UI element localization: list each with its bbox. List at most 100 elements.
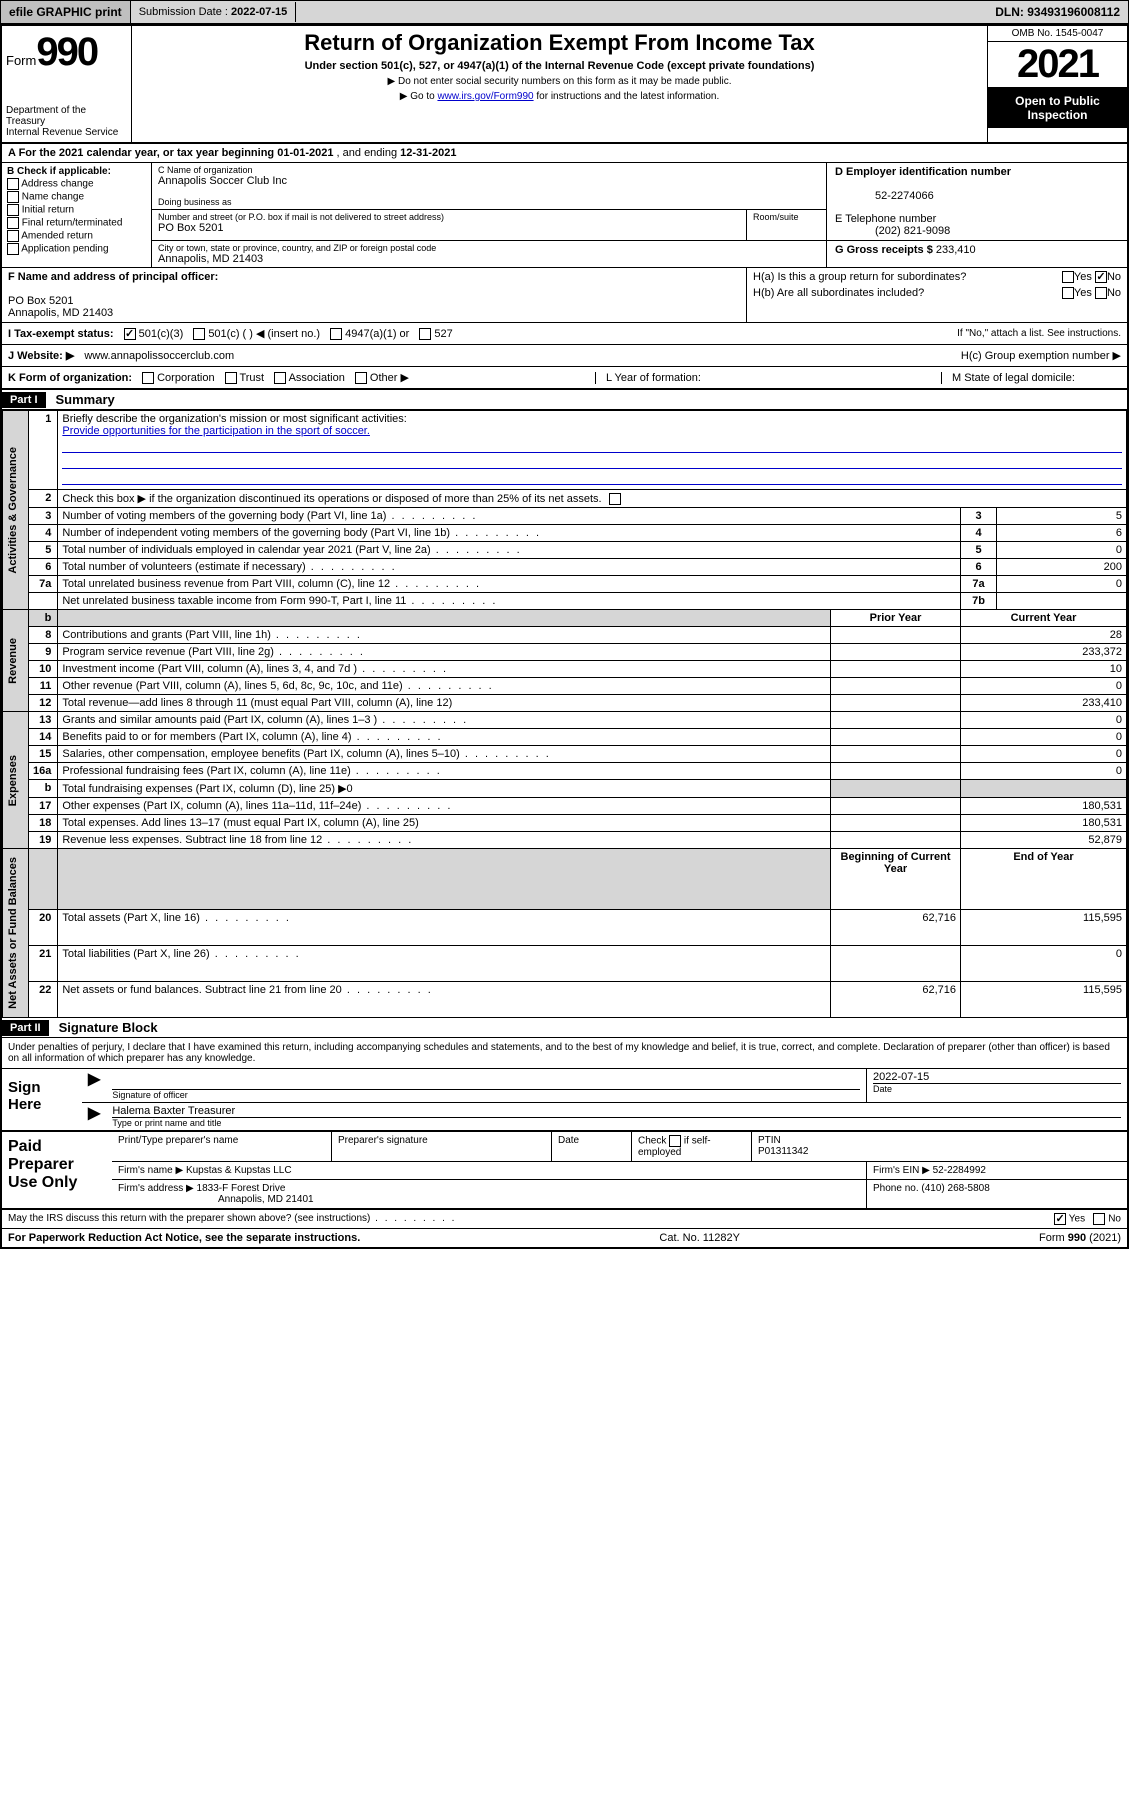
cb-self-employed[interactable] bbox=[669, 1135, 681, 1147]
ha-label: H(a) Is this a group return for subordin… bbox=[753, 271, 966, 283]
paid-preparer-grid: Paid Preparer Use Only Print/Type prepar… bbox=[2, 1132, 1127, 1210]
firm-name: Kupstas & Kupstas LLC bbox=[186, 1165, 292, 1176]
officer-label: F Name and address of principal officer: bbox=[8, 271, 218, 283]
vtab-netassets: Net Assets or Fund Balances bbox=[3, 849, 29, 1018]
form-num: 990 bbox=[36, 30, 97, 74]
form-number: Form990 bbox=[6, 30, 127, 75]
rowa-pre: A For the 2021 calendar year, or tax yea… bbox=[8, 147, 277, 159]
cb-4947[interactable] bbox=[330, 328, 342, 340]
table-row: 6Total number of volunteers (estimate if… bbox=[3, 559, 1127, 576]
mission-text: Provide opportunities for the participat… bbox=[62, 425, 370, 437]
table-row: 10Investment income (Part VIII, column (… bbox=[3, 661, 1127, 678]
cb-corp[interactable] bbox=[142, 372, 154, 384]
table-row: 9Program service revenue (Part VIII, lin… bbox=[3, 644, 1127, 661]
room-label: Room/suite bbox=[753, 212, 820, 222]
cb-501c3[interactable] bbox=[124, 328, 136, 340]
discuss-row: May the IRS discuss this return with the… bbox=[2, 1210, 1127, 1228]
cb-application-pending[interactable]: Application pending bbox=[7, 243, 146, 255]
header-mid: Return of Organization Exempt From Incom… bbox=[132, 26, 987, 142]
submission-date-value: 2022-07-15 bbox=[231, 6, 287, 18]
rowa-begin: 01-01-2021 bbox=[277, 147, 333, 159]
firm-addr1: 1833-F Forest Drive bbox=[197, 1183, 286, 1194]
form-note1: ▶ Do not enter social security numbers o… bbox=[142, 76, 977, 87]
irs-link[interactable]: www.irs.gov/Form990 bbox=[437, 91, 533, 102]
cb-discuss-yes[interactable] bbox=[1054, 1213, 1066, 1225]
omb-number: OMB No. 1545-0047 bbox=[988, 26, 1127, 42]
no-label: No bbox=[1108, 1214, 1121, 1225]
cb-label: Address change bbox=[21, 179, 93, 190]
org-name: Annapolis Soccer Club Inc bbox=[158, 175, 820, 187]
form-header: Form990 Department of the Treasury Inter… bbox=[2, 26, 1127, 144]
ein-label: D Employer identification number bbox=[835, 166, 1011, 178]
officer-addr1: PO Box 5201 bbox=[8, 295, 73, 307]
line-num: b bbox=[29, 610, 58, 627]
form-container: Form990 Department of the Treasury Inter… bbox=[0, 24, 1129, 1249]
cb-initial-return[interactable]: Initial return bbox=[7, 204, 146, 216]
part1-badge: Part I bbox=[2, 392, 46, 408]
tax-year: 2021 bbox=[988, 42, 1127, 88]
cb-assoc[interactable] bbox=[274, 372, 286, 384]
cb-501c[interactable] bbox=[193, 328, 205, 340]
cb-discuss-no[interactable] bbox=[1093, 1213, 1105, 1225]
form-ref: Form 990 (2021) bbox=[1039, 1232, 1121, 1244]
firm-phone: (410) 268-5808 bbox=[921, 1183, 989, 1194]
submission-date-cell: Submission Date : 2022-07-15 bbox=[131, 2, 297, 22]
ptin-label: PTIN bbox=[758, 1135, 781, 1146]
table-row: 18Total expenses. Add lines 13–17 (must … bbox=[3, 815, 1127, 832]
street-value: PO Box 5201 bbox=[158, 222, 740, 234]
table-row: 16aProfessional fundraising fees (Part I… bbox=[3, 763, 1127, 780]
phone-label: E Telephone number bbox=[835, 213, 936, 225]
no-label: No bbox=[1107, 287, 1121, 299]
table-row: 5Total number of individuals employed in… bbox=[3, 542, 1127, 559]
sign-here-grid: Sign Here ▶ Signature of officer 2022-07… bbox=[2, 1069, 1127, 1132]
top-bar: efile GRAPHIC print Submission Date : 20… bbox=[0, 0, 1129, 24]
part2-badge: Part II bbox=[2, 1020, 49, 1036]
discuss-text: May the IRS discuss this return with the… bbox=[8, 1213, 456, 1225]
ein-cell: D Employer identification number 52-2274… bbox=[827, 163, 1127, 210]
sign-here-label: Sign Here bbox=[2, 1069, 82, 1130]
efile-print-button[interactable]: efile GRAPHIC print bbox=[1, 1, 131, 23]
declaration-text: Under penalties of perjury, I declare th… bbox=[2, 1038, 1127, 1069]
form-subtitle: Under section 501(c), 527, or 4947(a)(1)… bbox=[142, 60, 977, 72]
col-begin: Beginning of Current Year bbox=[831, 849, 961, 910]
cat-no: Cat. No. 11282Y bbox=[659, 1232, 740, 1244]
firm-addr-label: Firm's address ▶ bbox=[118, 1183, 194, 1194]
website-value: www.annapolissoccerclub.com bbox=[84, 350, 234, 362]
cb-label: Name change bbox=[22, 192, 84, 203]
dba-label: Doing business as bbox=[158, 197, 820, 207]
pra-notice: For Paperwork Reduction Act Notice, see … bbox=[8, 1232, 360, 1244]
colb-label: B Check if applicable: bbox=[7, 166, 111, 177]
cb-label: Final return/terminated bbox=[22, 218, 123, 229]
officer-name-title: Halema Baxter Treasurer bbox=[112, 1105, 1121, 1117]
cb-final-return[interactable]: Final return/terminated bbox=[7, 217, 146, 229]
cb-name-change[interactable]: Name change bbox=[7, 191, 146, 203]
paid-preparer-label: Paid Preparer Use Only bbox=[2, 1132, 112, 1208]
cb-other[interactable] bbox=[355, 372, 367, 384]
row-j: J Website: ▶ www.annapolissoccerclub.com… bbox=[2, 345, 1127, 367]
table-row: 21Total liabilities (Part X, line 26)0 bbox=[3, 946, 1127, 982]
col-b: B Check if applicable: Address change Na… bbox=[2, 163, 152, 267]
state-domicile: M State of legal domicile: bbox=[941, 372, 1121, 384]
cb-trust[interactable] bbox=[225, 372, 237, 384]
line-num: 1 bbox=[29, 411, 58, 490]
table-row: 12Total revenue—add lines 8 through 11 (… bbox=[3, 695, 1127, 712]
org-form-label: K Form of organization: bbox=[8, 372, 132, 384]
sig-date-value: 2022-07-15 bbox=[873, 1071, 1121, 1083]
form-note2: ▶ Go to www.irs.gov/Form990 for instruct… bbox=[142, 91, 977, 102]
col-c: C Name of organization Annapolis Soccer … bbox=[152, 163, 1127, 267]
hb-label: H(b) Are all subordinates included? bbox=[753, 287, 924, 299]
officer-addr2: Annapolis, MD 21403 bbox=[8, 307, 113, 319]
gross-label: G Gross receipts $ bbox=[835, 244, 933, 256]
sig-officer-label: Signature of officer bbox=[112, 1089, 860, 1100]
firm-addr2: Annapolis, MD 21401 bbox=[118, 1194, 314, 1205]
summary-table: Activities & Governance 1 Briefly descri… bbox=[2, 410, 1127, 1018]
firm-ein-label: Firm's EIN ▶ bbox=[873, 1165, 930, 1176]
cb-label: Application pending bbox=[21, 244, 108, 255]
table-row: 14Benefits paid to or for members (Part … bbox=[3, 729, 1127, 746]
street-label: Number and street (or P.O. box if mail i… bbox=[158, 212, 740, 222]
firm-ein: 52-2284992 bbox=[933, 1165, 986, 1176]
cb-527[interactable] bbox=[419, 328, 431, 340]
cb-amended[interactable]: Amended return bbox=[7, 230, 146, 242]
cb-address-change[interactable]: Address change bbox=[7, 178, 146, 190]
opt-501c3: 501(c)(3) bbox=[139, 328, 184, 340]
